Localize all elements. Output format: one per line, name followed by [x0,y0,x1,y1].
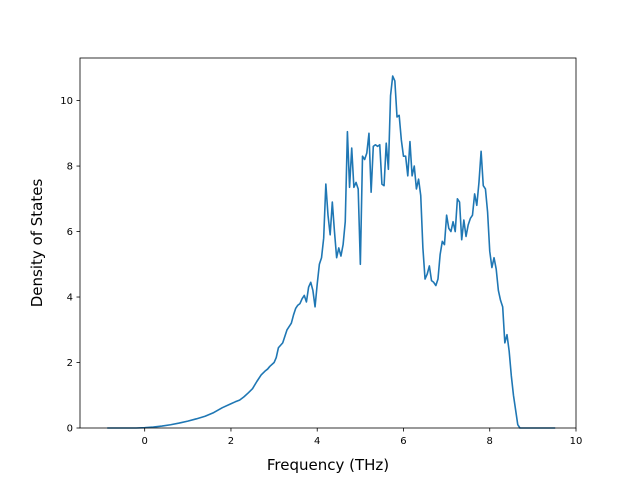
y-axis-label: Density of States [28,179,46,308]
axes-layer: 0 2 4 6 8 10 0 2 4 6 8 10 [60,57,583,447]
y-tick-label: 0 [67,424,73,435]
x-axis-label: Frequency (THz) [267,456,389,474]
x-tick-label: 2 [228,436,234,447]
y-tick-label: 10 [60,96,73,107]
x-tick-label: 8 [487,436,493,447]
y-tick-label: 8 [67,162,73,173]
y-tick-label: 2 [67,358,73,369]
x-tick-label: 0 [142,436,148,447]
x-tick-label: 6 [400,436,406,447]
y-tick-label: 6 [67,227,73,238]
dos-series-line [107,75,556,429]
series-layer [107,75,556,429]
plot-area [80,58,576,428]
axes-frame [79,57,577,429]
y-tick-label: 4 [67,293,73,304]
x-tick-label: 4 [314,436,320,447]
x-tick-label: 10 [570,436,583,447]
